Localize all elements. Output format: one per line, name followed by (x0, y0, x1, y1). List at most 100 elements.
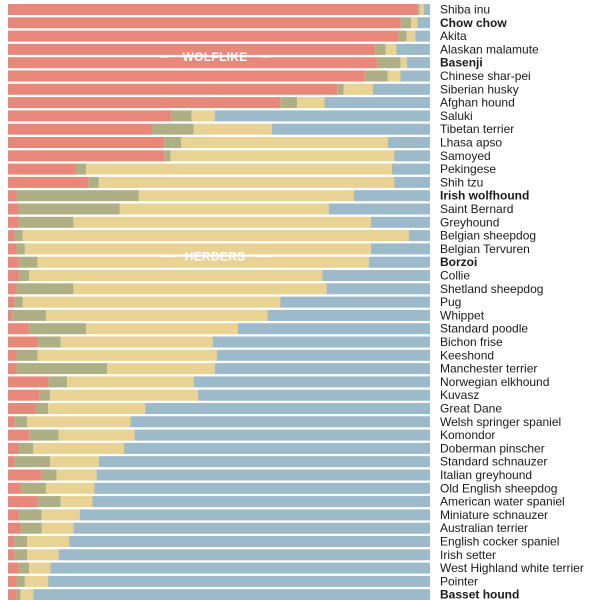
bar-segment-c2 (41, 469, 57, 481)
bar-row (8, 349, 430, 361)
bar-segment-c2 (14, 549, 27, 561)
bar-row (8, 536, 430, 547)
bar-segment-herders (45, 482, 95, 494)
bar-segment-c4 (48, 575, 431, 587)
bar-segment-herders (385, 43, 397, 55)
bar-segment-wolflike (8, 190, 17, 202)
bar-segment-c4 (214, 110, 430, 122)
bar-segment-wolflike (8, 456, 15, 468)
bar-segment-c4 (415, 30, 430, 42)
category-label: Greyhound (440, 215, 499, 229)
bar-segment-herders (86, 163, 393, 175)
bar-segment-wolflike (8, 482, 21, 494)
category-label: Borzoi (440, 255, 477, 269)
category-label: Bichon frise (440, 335, 503, 349)
bar-segment-c2 (400, 17, 412, 29)
category-label: Saluki (440, 109, 473, 123)
category-label: American water spaniel (440, 495, 565, 509)
bar-segment-wolflike (8, 469, 42, 481)
bar-segment-herders (67, 376, 194, 388)
bar-segment-herders (24, 575, 49, 587)
bar-segment-c4 (216, 349, 430, 361)
bar-segment-c2 (14, 536, 27, 547)
bar-row (8, 456, 430, 468)
bar-segment-c2 (39, 389, 51, 401)
category-label: Kuvasz (440, 388, 479, 402)
bar-segment-c4 (212, 336, 430, 348)
bar-segment-c2 (337, 83, 344, 95)
bar-segment-wolflike (8, 30, 399, 42)
bar-segment-herders (56, 469, 97, 481)
bar-segment-c4 (392, 163, 430, 175)
category-label: English cocker spaniel (440, 535, 559, 549)
bar-row (8, 562, 430, 574)
bar-row (8, 416, 430, 428)
bar-segment-c4 (237, 323, 430, 335)
bar-segment-wolflike (8, 163, 76, 175)
bar-segment-herders (22, 296, 281, 308)
bar-segment-herders (26, 536, 70, 547)
bar-segment-wolflike (8, 4, 418, 15)
category-label: Tibetan terrier (440, 122, 514, 136)
bar-segment-c4 (370, 216, 430, 228)
bar-segment-wolflike (8, 17, 401, 29)
band-label: WOLFLIKE (182, 50, 247, 64)
bar-row (8, 97, 430, 109)
bar-row (8, 549, 430, 561)
category-label: Old English sheepdog (440, 481, 557, 495)
bar-segment-c2 (12, 309, 46, 321)
bar-segment-c2 (164, 150, 171, 162)
bar-segment-c2 (48, 376, 68, 388)
category-label: Basenji (440, 56, 483, 70)
bar-segment-wolflike (8, 70, 365, 82)
bar-row (8, 389, 430, 401)
bar-segment-herders (50, 456, 99, 468)
bar-segment-c2 (164, 137, 182, 148)
bar-segment-c4 (79, 509, 431, 521)
bar-segment-c2 (20, 482, 46, 494)
bar-segment-c2 (37, 496, 61, 508)
bar-segment-wolflike (8, 123, 152, 135)
bar-segment-wolflike (8, 549, 15, 561)
band-label: HERDERS (185, 250, 246, 264)
category-label: Welsh springer spaniel (440, 415, 561, 429)
bar-segment-c4 (280, 296, 430, 308)
bar-segment-wolflike (8, 349, 17, 361)
category-label: Whippet (440, 308, 485, 322)
bar-segment-c2 (18, 442, 34, 454)
bar-segment-c4 (193, 376, 430, 388)
bar-segment-herders (24, 243, 371, 255)
bar-segment-c4 (145, 403, 430, 414)
bar-segment-herders (387, 70, 401, 82)
bar-segment-wolflike (8, 562, 19, 574)
bar-segment-herders (419, 4, 424, 15)
category-label: Siberian husky (440, 82, 519, 96)
bar-segment-wolflike (8, 256, 19, 268)
bar-row (8, 123, 430, 135)
bar-row (8, 296, 430, 308)
category-label: Pointer (440, 574, 478, 588)
bar-row (8, 336, 430, 348)
bar-segment-wolflike (8, 110, 171, 122)
bar-row (8, 429, 430, 441)
category-label: Miniature schnauzer (440, 508, 548, 522)
bar-segment-c2 (29, 323, 87, 335)
bar-row (8, 163, 430, 175)
category-label: Belgian sheepdog (440, 229, 536, 243)
bar-segment-wolflike (8, 376, 49, 388)
bar-segment-wolflike (8, 137, 165, 148)
bar-row (8, 376, 430, 388)
bar-row (8, 230, 430, 242)
bar-segment-c2 (14, 416, 27, 428)
bar-segment-herders (400, 57, 407, 69)
bar-segment-c2 (37, 336, 61, 348)
bar-segment-c2 (377, 57, 401, 69)
bar-segment-c2 (18, 216, 74, 228)
bar-segment-wolflike (8, 176, 89, 188)
bar-segment-wolflike (8, 389, 40, 401)
bar-segment-wolflike (8, 230, 15, 242)
bar-segment-wolflike (8, 442, 19, 454)
bar-segment-herders (37, 349, 217, 361)
bar-segment-wolflike (8, 216, 19, 228)
